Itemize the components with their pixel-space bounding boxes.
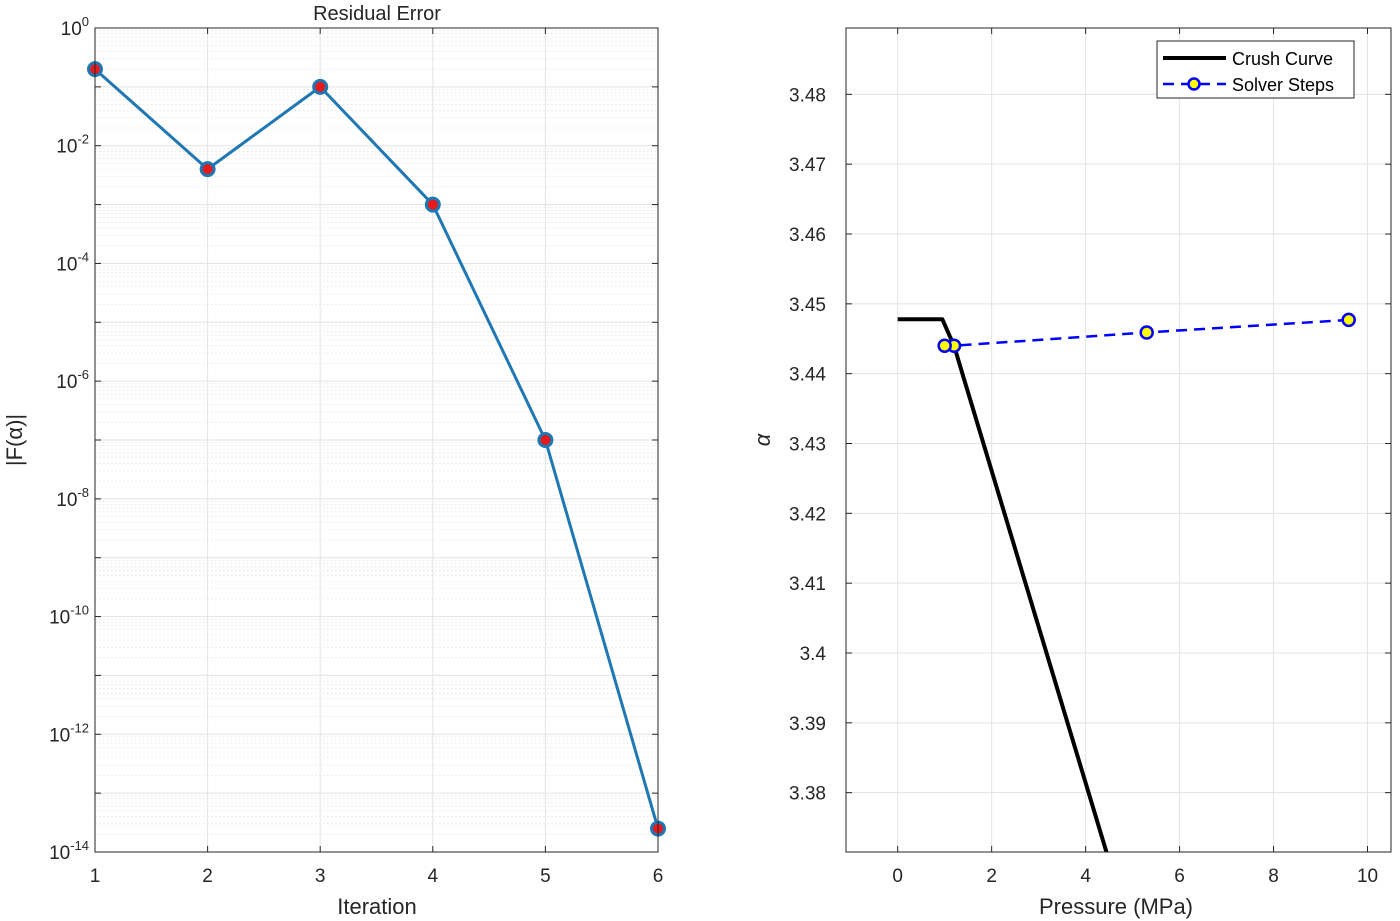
minor-grid: [95, 30, 658, 835]
y-tick-label: 3.38: [789, 784, 826, 805]
residual-error-panel: 1 2 3 4 5 6 100 10-2 10-4 10-6 10-8 10-10 10-12 10-1…: [2, 3, 666, 919]
tick-marks: [846, 28, 1391, 852]
x-axis-label: Iteration: [337, 894, 417, 919]
legend-solver-label: Solver Steps: [1232, 75, 1334, 95]
residual-point: [537, 432, 554, 448]
y-tick-label: 3.47: [789, 155, 826, 176]
y-tick-label: 3.42: [789, 504, 826, 525]
legend: Crush Curve Solver Steps: [1156, 40, 1355, 99]
y-tick-label: 10-12: [49, 720, 89, 746]
y-tick-label: 3.46: [789, 225, 826, 246]
solver-step-point: [937, 338, 952, 353]
residual-line: [94, 68, 660, 829]
y-tick-label: 10-8: [56, 485, 89, 511]
solver-step-point: [1341, 312, 1356, 328]
y-tick-label: 10-6: [56, 367, 89, 393]
y-tick-label: 3.41: [789, 574, 826, 595]
x-tick-labels: 1 2 3 4 5 6: [90, 866, 664, 887]
x-tick-label: 5: [540, 866, 551, 887]
residual-series: [87, 61, 666, 837]
crush-curve-panel: 0 2 4 6 8 10 3.383.393.43.413.423.433.443.453…: [750, 27, 1392, 919]
x-tick-labels: 0 2 4 6 8 10: [892, 866, 1378, 887]
y-tick-label: 10-14: [49, 838, 89, 864]
x-tick-label: 6: [1174, 866, 1185, 887]
y-tick-labels: 100 10-2 10-4 10-6 10-8 10-10 10-12 10-14: [49, 14, 89, 864]
x-tick-label: 1: [90, 866, 101, 887]
y-tick-label: 3.39: [789, 714, 826, 735]
y-tick-label: 10-10: [49, 603, 89, 629]
y-tick-label: 3.48: [789, 85, 826, 106]
residual-point: [312, 78, 329, 95]
residual-point: [424, 196, 441, 213]
x-axis-label: Pressure (MPa): [1039, 894, 1193, 919]
solver-step-point: [1139, 325, 1154, 340]
major-grid: [846, 28, 1391, 852]
y-tick-label: 100: [61, 14, 89, 40]
x-tick-label: 2: [986, 866, 997, 887]
x-tick-label: 6: [653, 866, 664, 887]
x-tick-label: 10: [1357, 866, 1378, 887]
x-tick-label: 4: [428, 866, 439, 887]
tick-marks: [94, 27, 659, 853]
y-tick-labels: 3.38 3.39 3.4 3.41 3.42 3.43 3.44 3.45 3.46 3.47 3…: [789, 85, 826, 804]
legend-solver-marker: [1187, 77, 1201, 91]
y-tick-label: 3.43: [789, 434, 826, 455]
y-axis-label: |F(α)|: [2, 414, 27, 466]
x-tick-label: 0: [892, 866, 903, 887]
x-tick-label: 3: [315, 866, 326, 887]
axes-box: [845, 27, 1392, 853]
crush-and-solver-series: [897, 312, 1356, 852]
x-tick-label: 2: [202, 866, 213, 887]
y-tick-label: 3.4: [800, 644, 827, 665]
y-tick-label: 10-4: [56, 249, 89, 275]
x-tick-label: 8: [1268, 866, 1279, 887]
y-tick-label: 3.44: [789, 365, 826, 386]
x-tick-label: 4: [1080, 866, 1091, 887]
y-tick-label: 10-2: [56, 132, 89, 158]
chart-title: Residual Error: [313, 3, 441, 25]
y-axis-label: α: [750, 432, 775, 446]
residual-point: [199, 161, 216, 178]
legend-crush-label: Crush Curve: [1232, 49, 1333, 69]
y-tick-label: 3.45: [789, 295, 826, 316]
